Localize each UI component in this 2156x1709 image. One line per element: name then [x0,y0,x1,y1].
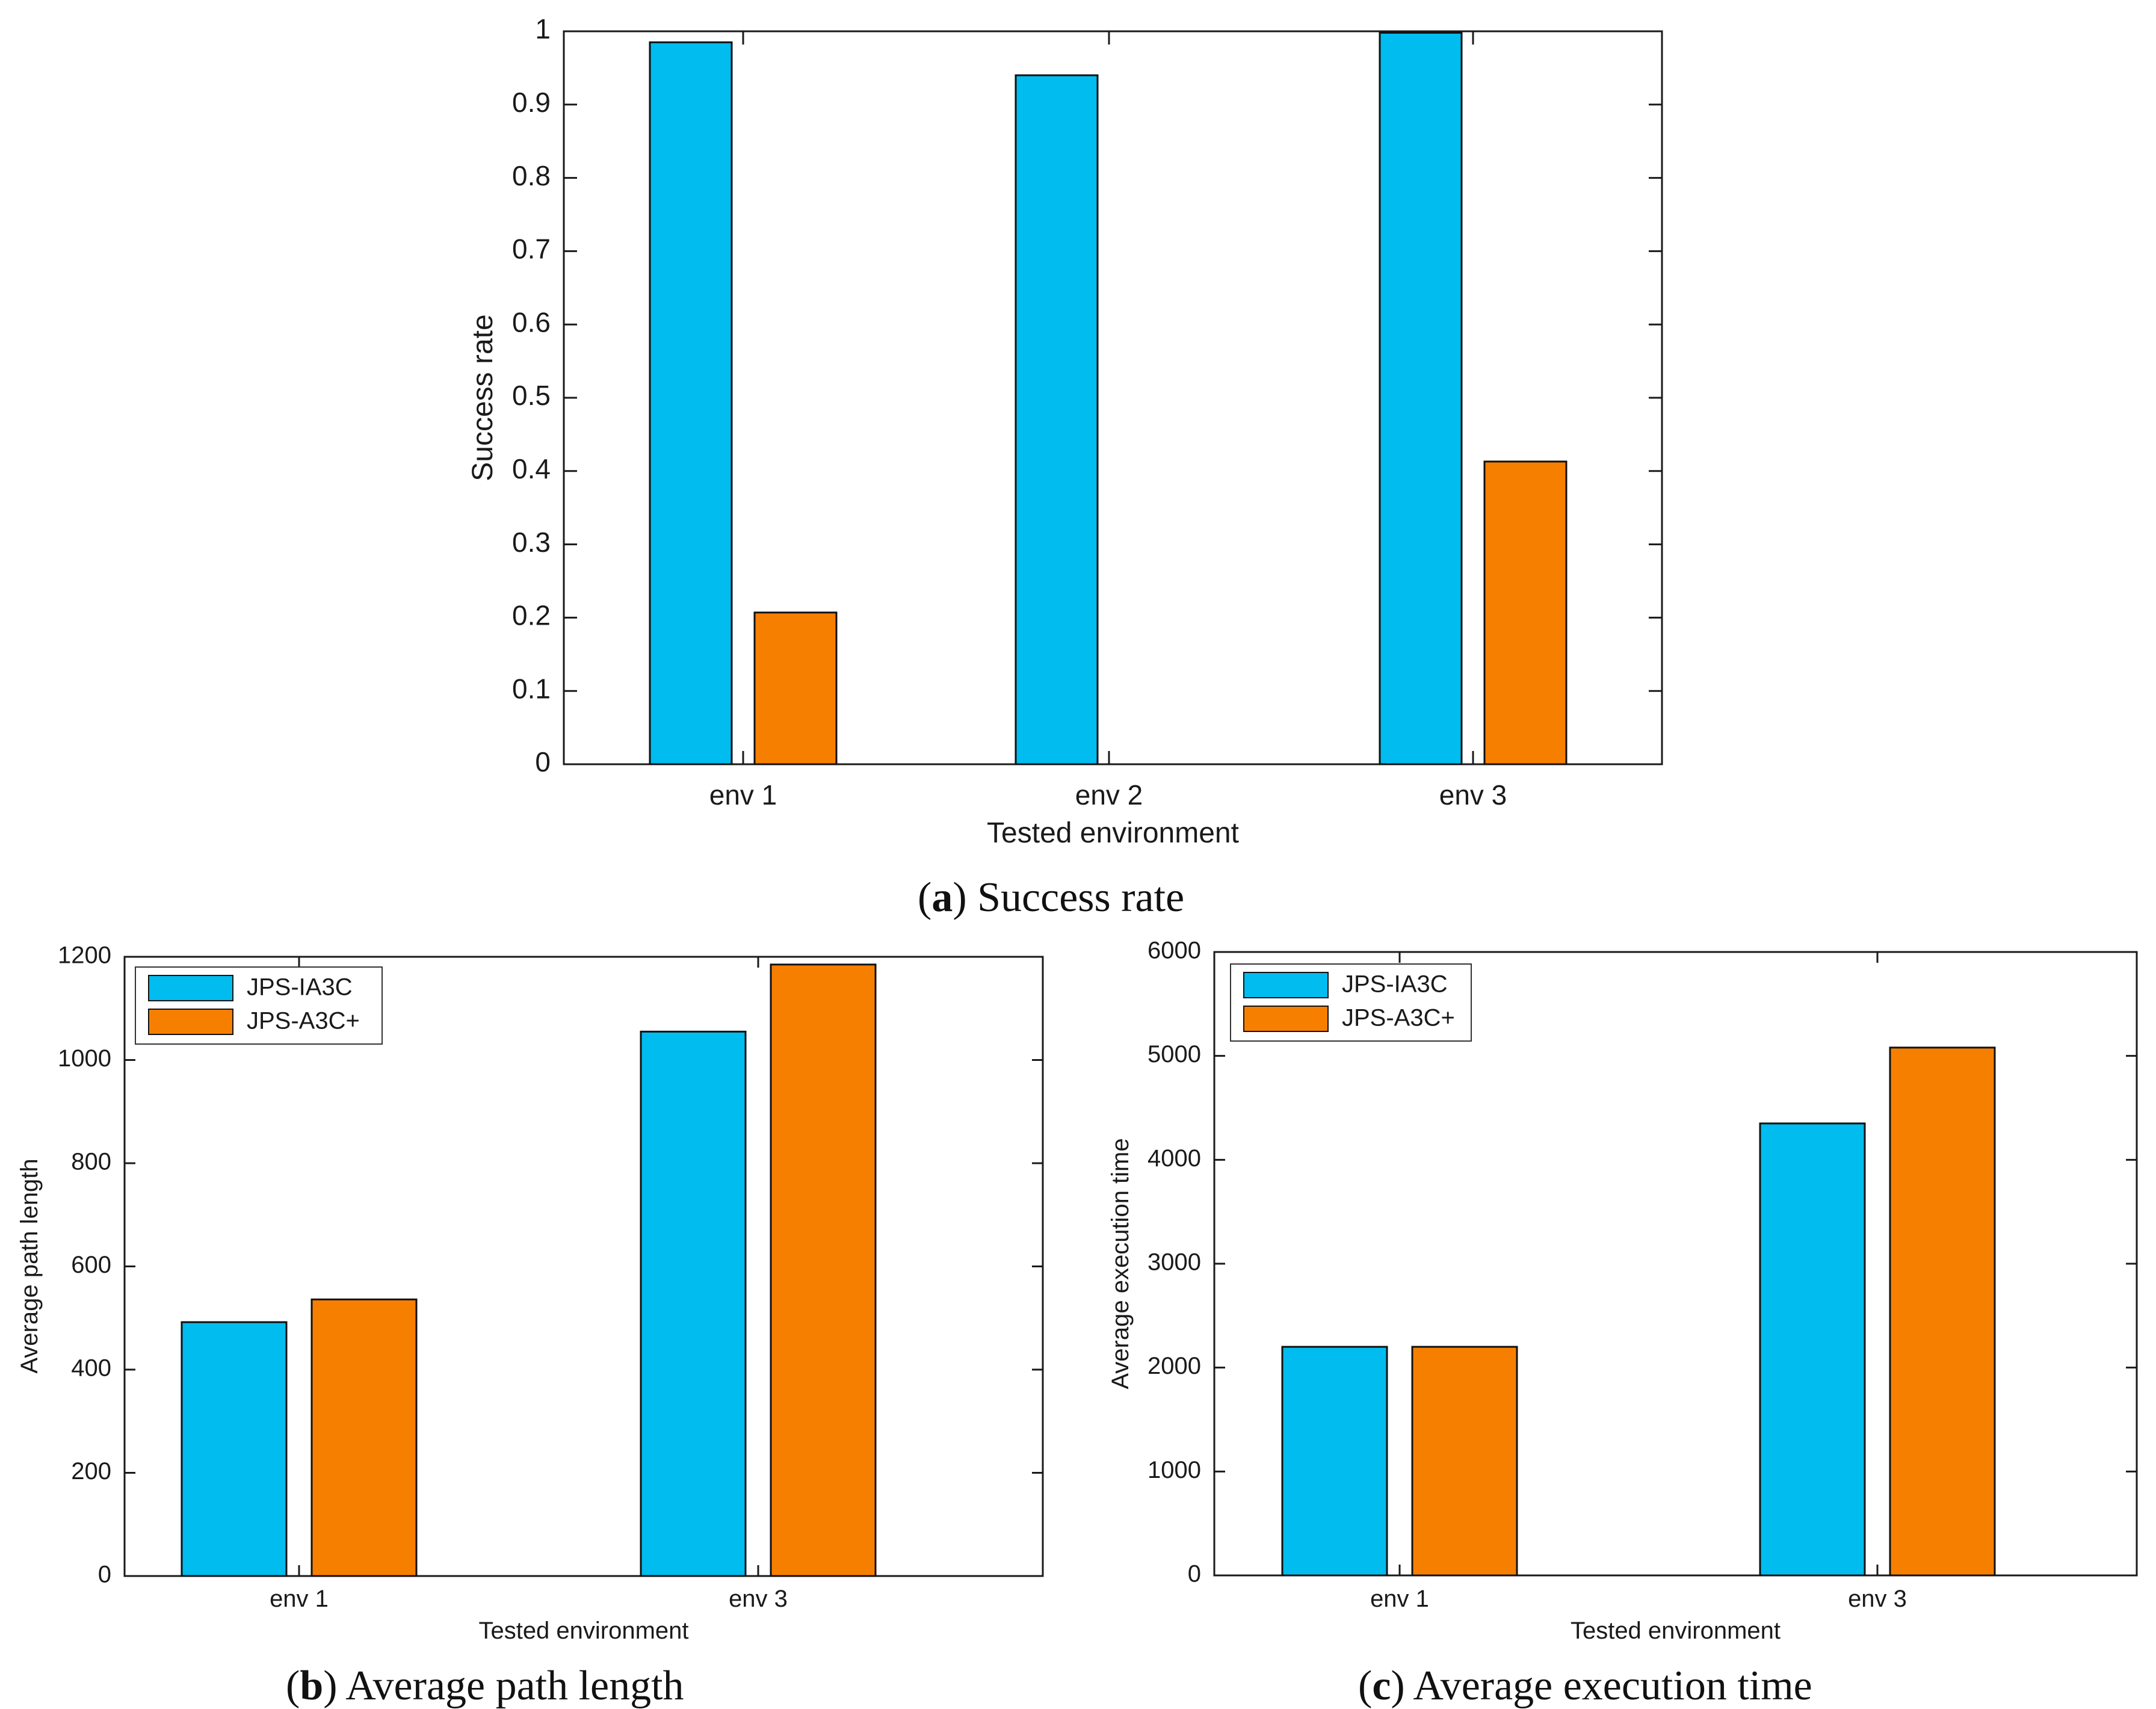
y-tick-label: 0 [98,1562,111,1588]
x-tick-label-env-1: env 1 [1370,1586,1429,1612]
x-tick-label-env-2: env 2 [1075,779,1143,811]
y-tick-label: 400 [71,1355,111,1382]
legend-swatch-jps-ia3c [1243,972,1329,998]
y-axis-title: Average execution time [1107,1138,1134,1389]
x-axis-title: Tested environment [1571,1618,1781,1644]
bar-jps-a3c-env-1 [753,611,838,765]
bar-jps-ia3c-env-1 [649,41,733,765]
y-tick-label: 0.7 [512,233,551,265]
caption-average-path-length: (b) Average path length [286,1665,684,1707]
caption-success-rate: (a) Success rate [918,877,1184,919]
y-tick-label: 0.2 [512,600,551,631]
plot-area [563,30,1663,765]
legend-swatch-jps-a3c [148,1009,233,1035]
y-axis-title: Success rate [467,314,499,481]
y-tick-label: 2000 [1147,1353,1201,1379]
caption-c-letter: c [1372,1663,1391,1709]
y-tick-label: 1 [535,13,551,45]
y-tick-label: 0.4 [512,453,551,484]
caption-a-text: Success rate [977,874,1185,921]
chart-average-path-length: 0 200 400 600 800 1000 1200 env 1 env 3 Tested en… [16,942,1044,1644]
bar-jps-ia3c-env-1 [181,1321,288,1577]
bar-jps-a3c-env-3 [1889,1046,1996,1577]
caption-c-close: ) [1391,1663,1405,1709]
x-axis-title: Tested environment [987,817,1239,849]
y-tick-label: 1200 [58,942,111,969]
caption-b-text: Average path length [345,1663,684,1709]
legend-label-jps-ia3c: JPS-IA3C [247,974,353,1001]
y-tick-label: 0.5 [512,380,551,411]
legend-swatch-jps-a3c [1243,1006,1329,1032]
bar-jps-ia3c-env-3 [1759,1122,1866,1577]
bar-jps-ia3c-env-1 [1281,1346,1388,1577]
caption-b-close: ) [323,1663,338,1709]
bar-jps-a3c-env-3 [770,963,877,1577]
y-tick-label: 6000 [1147,938,1201,964]
y-tick-label: 0.1 [512,673,551,704]
legend-label-jps-a3c: JPS-A3C+ [247,1008,360,1034]
legend: JPS-IA3C JPS-A3C+ [135,966,383,1045]
bar-jps-a3c-env-3 [1483,460,1568,765]
legend: JPS-IA3C JPS-A3C+ [1230,963,1472,1042]
y-tick-label: 3000 [1147,1249,1201,1276]
bar-jps-a3c-env-1 [310,1298,418,1577]
y-tick-label: 0.6 [512,306,551,338]
caption-average-execution-time: (c) Average execution time [1358,1665,1812,1707]
chart-success-rate: 0 0.1 0.2 0.3 0.4 0.5 0.6 0.7 0.8 0.9 1 env 1 env 2 e… [467,13,1663,849]
caption-b-letter: b [300,1663,324,1709]
y-tick-label: 600 [71,1252,111,1278]
caption-a-open: ( [918,874,932,921]
caption-c-text: Average execution time [1413,1663,1812,1709]
y-tick-label: 0 [535,746,551,777]
y-tick-label: 0.8 [512,160,551,191]
x-tick-label-env-3: env 3 [1848,1586,1907,1612]
y-tick-label: 0 [1188,1561,1201,1587]
legend-label-jps-a3c: JPS-A3C+ [1342,1005,1455,1031]
y-tick-label: 4000 [1147,1145,1201,1172]
caption-a-close: ) [953,874,967,921]
caption-b-open: ( [286,1663,300,1709]
legend-swatch-jps-ia3c [148,975,233,1001]
y-axis-title: Average path length [16,1158,43,1373]
y-tick-label: 0.9 [512,87,551,118]
y-tick-label: 0.3 [512,527,551,558]
bar-jps-ia3c-env-2 [1015,74,1099,765]
x-tick-label-env-1: env 1 [270,1586,329,1612]
caption-c-open: ( [1358,1663,1373,1709]
y-tick-label: 800 [71,1149,111,1175]
y-tick-label: 200 [71,1458,111,1485]
y-tick-label: 5000 [1147,1041,1201,1068]
y-tick-label: 1000 [58,1045,111,1072]
caption-a-letter: a [931,874,953,921]
x-tick-label-env-3: env 3 [729,1586,788,1612]
x-tick-label-env-3: env 3 [1439,779,1507,811]
bar-jps-a3c-env-1 [1411,1346,1518,1577]
legend-label-jps-ia3c: JPS-IA3C [1342,971,1448,998]
y-tick-label: 1000 [1147,1457,1201,1483]
chart-average-execution-time: 0 1000 2000 3000 4000 5000 6000 env 1 env 3 Teste… [1107,938,2138,1644]
x-tick-label-env-1: env 1 [709,779,777,811]
bar-jps-ia3c-env-3 [640,1030,747,1577]
bar-jps-ia3c-env-3 [1379,31,1463,765]
x-axis-title: Tested environment [478,1618,688,1644]
